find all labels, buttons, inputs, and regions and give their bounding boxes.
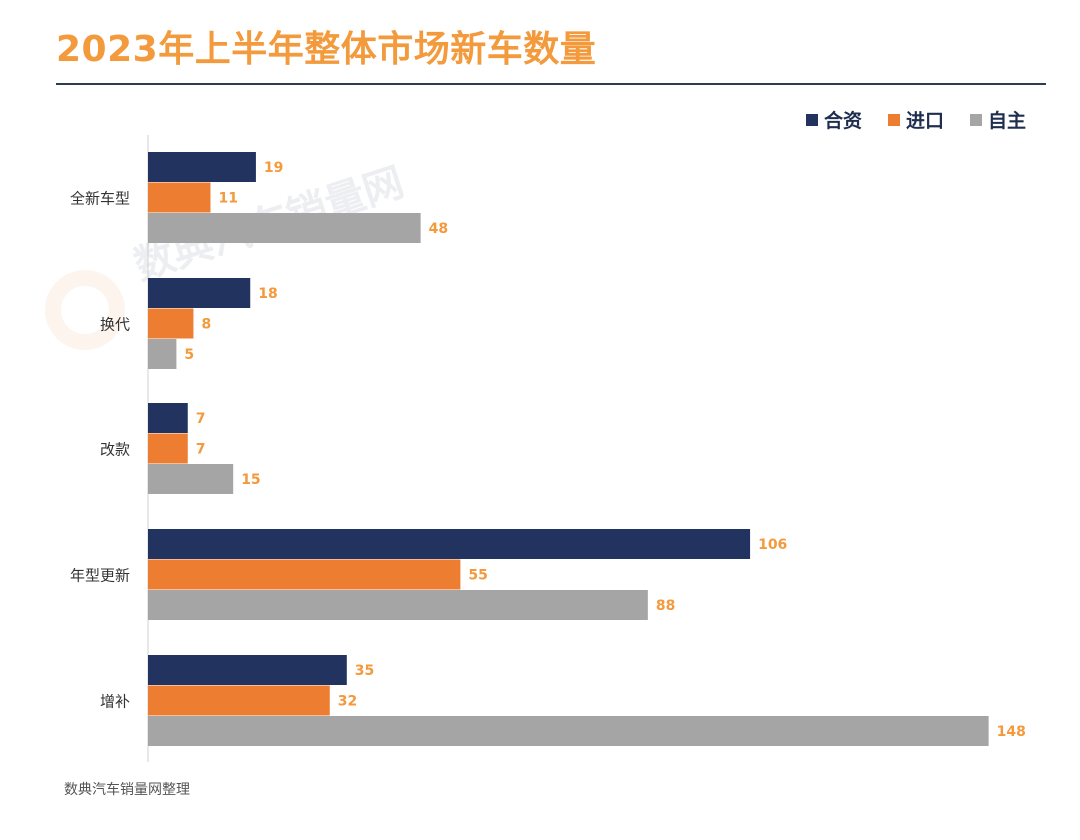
data-label: 148 [997, 724, 1026, 740]
bar-进口 [148, 685, 330, 716]
bar-自主 [148, 213, 421, 243]
bar-进口 [148, 559, 461, 590]
legend-swatch-hezi [805, 113, 818, 126]
category-label: 换代 [100, 316, 130, 334]
data-label: 5 [184, 347, 194, 363]
bar-自主 [148, 590, 648, 620]
category-label: 改款 [100, 441, 130, 459]
bar-进口 [148, 182, 211, 213]
category-label: 年型更新 [70, 567, 130, 585]
bar-自主 [148, 339, 177, 369]
data-label: 19 [264, 160, 283, 176]
legend-item-hezi: 合资 [805, 106, 862, 133]
bar-自主 [148, 716, 989, 746]
chart-legend: 合资 进口 自主 [805, 106, 1026, 133]
bar-合资 [148, 152, 256, 182]
data-label: 7 [196, 411, 206, 427]
data-label: 106 [758, 537, 787, 553]
legend-label-hezi: 合资 [823, 110, 862, 132]
data-label: 32 [338, 694, 357, 710]
category-label: 全新车型 [70, 190, 130, 208]
data-label: 11 [218, 191, 237, 207]
data-label: 7 [196, 442, 206, 458]
legend-label-jinkou: 进口 [905, 110, 944, 132]
legend-swatch-zizhu [969, 113, 982, 126]
source-note: 数典汽车销量网整理 [64, 782, 190, 798]
legend-item-jinkou: 进口 [887, 106, 944, 133]
bar-自主 [148, 464, 234, 494]
bar-合资 [148, 529, 751, 559]
bar-进口 [148, 433, 188, 464]
data-label: 35 [355, 663, 374, 679]
data-label: 18 [258, 286, 277, 302]
data-label: 55 [468, 568, 487, 584]
category-label: 增补 [100, 693, 130, 711]
chart-title: 2023年上半年整体市场新车数量 [56, 29, 597, 70]
data-label: 88 [656, 598, 675, 614]
data-label: 15 [241, 472, 260, 488]
bar-合资 [148, 655, 347, 685]
data-label: 48 [429, 221, 448, 237]
legend-swatch-jinkou [887, 113, 900, 126]
bar-合资 [148, 278, 251, 308]
data-label: 8 [201, 317, 211, 333]
bar-合资 [148, 403, 188, 433]
legend-item-zizhu: 自主 [969, 106, 1026, 133]
bar-进口 [148, 308, 194, 339]
title-divider [56, 83, 1046, 85]
legend-label-zizhu: 自主 [987, 110, 1026, 132]
